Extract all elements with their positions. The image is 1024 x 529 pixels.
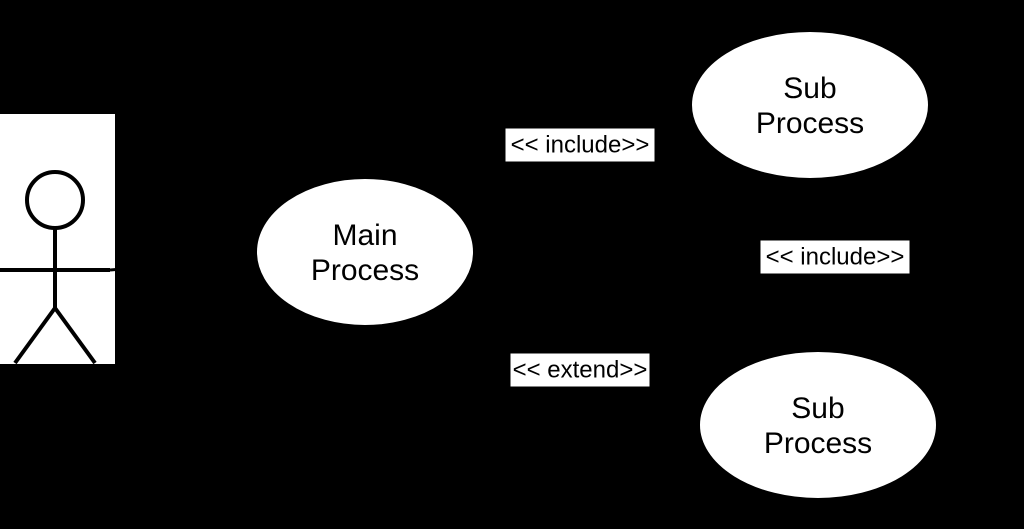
actor [0,114,115,364]
use-case-main: MainProcess [255,177,475,327]
use-case-sub2: SubProcess [698,350,938,500]
edge-label-main_sub2: << extend>> [510,353,650,387]
use-case-sub1: SubProcess [690,30,930,180]
use-case-label: Process [311,254,419,287]
edge-label-text: << extend>> [513,356,648,383]
use-case-diagram: MainProcessSubProcessSubProcess << inclu… [0,0,1024,529]
use-case-label: Sub [783,72,836,105]
edge-label-text: << include>> [766,243,905,270]
use-case-label: Sub [791,392,844,425]
edge-label-main_sub1: << include>> [505,128,655,162]
edge-actor_main [110,258,255,270]
use-case-label: Process [764,427,872,460]
use-case-label: Process [756,107,864,140]
edge-label-sub1_sub2: << include>> [760,240,910,274]
use-case-label: Main [332,219,397,252]
edge-label-text: << include>> [511,131,650,158]
